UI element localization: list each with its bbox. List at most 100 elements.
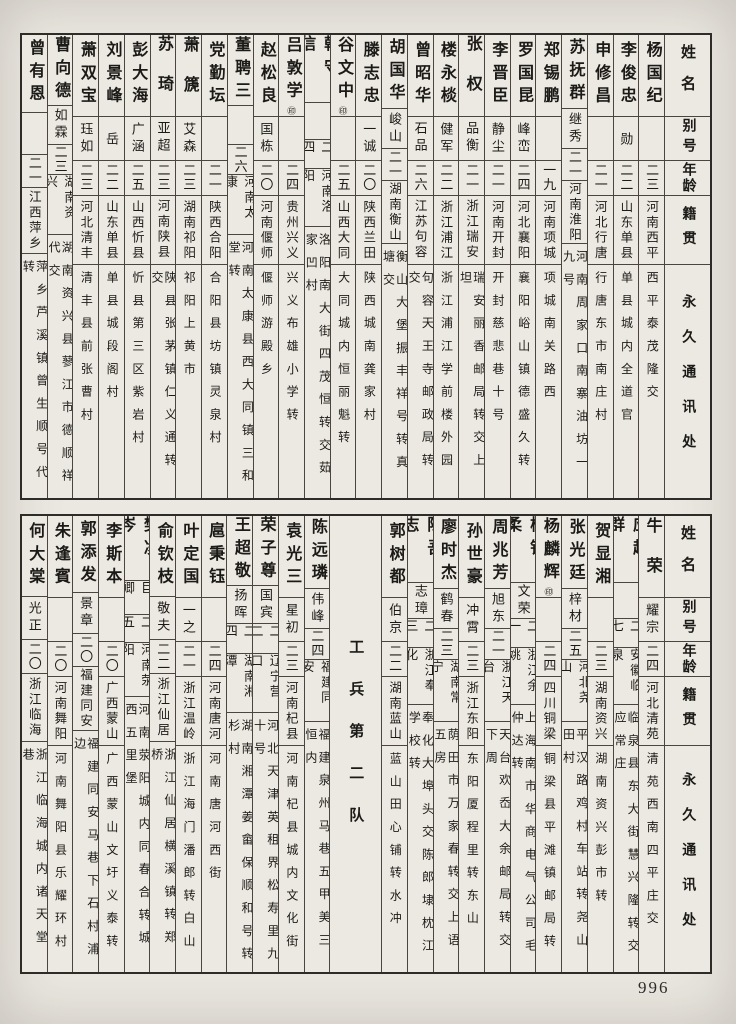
name-text: 叶定国 <box>180 522 198 591</box>
name-text: 陈远璘 <box>308 518 326 587</box>
alias-cell-text: 鹤春 <box>438 591 454 626</box>
origin-cell-text: 河北尧山 <box>562 660 587 706</box>
age-cell-text: 二一 <box>566 150 582 180</box>
origin-cell-text: 河南太康 <box>227 175 253 221</box>
name-text: 党勤坛 <box>206 41 224 110</box>
alias-cell-text: 耀宗 <box>644 602 660 637</box>
alias-cell <box>536 598 562 642</box>
age-cell-text: 二三 <box>438 629 454 659</box>
alias-cell <box>639 117 664 161</box>
origin-cell-text: 福建同安 <box>304 660 330 706</box>
name-cell: 吕敦学㊞ <box>279 35 304 117</box>
alias-cell: 敬夫 <box>150 597 176 640</box>
alias-cell-text: 一之 <box>180 602 196 637</box>
name-cell: 谷文中㊞ <box>330 35 356 117</box>
origin-cell-text: 江苏句容 <box>412 199 427 261</box>
header-label-name: 姓名 <box>665 516 710 598</box>
page-number: 996 <box>638 978 670 997</box>
entry-column: 曹向德 如霖 二三 湖南资兴 湖南资兴县蓼江市德顺祥代交 <box>46 35 73 498</box>
origin-cell: 浙江天台 <box>485 660 510 722</box>
entry-column: 孙世豪 冲霄 二三 浙江东阳 东阳厦程里转东山 <box>458 516 485 972</box>
origin-cell-text: 浙江浦江 <box>438 199 453 261</box>
name-cell: 荣子尊 <box>253 516 278 587</box>
alias-cell-text: 巨卿 <box>124 580 150 598</box>
address-cell: 项城南关路西 <box>536 265 561 498</box>
age-cell: 二二 <box>99 161 124 196</box>
name-cell: 郭树都 <box>382 516 407 598</box>
name-text: 罗国昆 <box>515 41 533 110</box>
origin-cell-text: 河南舞阳 <box>52 680 67 742</box>
origin-cell: 河南陕县 <box>150 196 176 265</box>
name-text: 苏琦 <box>154 35 172 116</box>
name-text: 樊凌岑 <box>124 516 150 561</box>
address-cell-text: 东阳厦程里转东山 <box>465 752 480 935</box>
name-cell: 周兆芳 <box>485 516 510 590</box>
seal-mark: ㊞ <box>543 587 554 597</box>
header-label-origin-text: 籍贯 <box>680 686 696 736</box>
address-cell: 单县城段阁村 <box>99 265 124 498</box>
alias-cell <box>536 117 562 161</box>
name-text: 郑锡鹏 <box>540 41 558 110</box>
age-cell-text: 二一 <box>489 629 505 659</box>
origin-cell-text: 河南杞县 <box>283 680 298 742</box>
origin-cell: 湖南祁阳 <box>176 196 202 265</box>
age-cell-text: 二二 <box>253 623 278 639</box>
address-cell-text: 铜梁县平滩镇邮局转 <box>542 752 557 958</box>
header-label-name-text: 姓名 <box>679 525 695 588</box>
name-cell: 苏抚群 <box>562 35 587 110</box>
alias-cell: 艾森 <box>176 117 202 161</box>
origin-cell-text: 河南荥阳 <box>124 643 150 689</box>
name-cell: 李斯本 <box>98 516 124 598</box>
alias-cell <box>304 103 330 141</box>
name-text: 牛荣 <box>643 516 661 597</box>
name-cell: 苏琦 <box>150 35 176 117</box>
origin-cell-text: 山东单县 <box>618 199 633 261</box>
name-cell: 俞钦枝 <box>150 516 176 597</box>
name-text: 韩守信 <box>304 35 330 80</box>
origin-cell-text: 河北清苑 <box>644 680 659 742</box>
origin-cell: 辽宁营口 <box>253 654 278 713</box>
alias-cell: 品衡 <box>459 117 484 161</box>
name-cell: 陈远璘 <box>304 516 330 590</box>
name-cell: 郭添发 <box>73 516 98 593</box>
address-cell: 瑞安丽香邮局转交上坦 <box>459 265 484 499</box>
address-cell: 临泉县东大街慧兴隆转交应常庄 <box>614 705 639 972</box>
age-cell-text: 二四 <box>541 644 557 674</box>
address-cell-text: 福建泉州马巷五甲美三恒内 <box>304 727 330 956</box>
address-cell: 天台欢岙大余邮局转交下周 <box>485 722 510 972</box>
age-cell: 二四 <box>227 623 253 654</box>
age-cell: 二〇 <box>73 634 98 667</box>
unit-label: 工兵第二队 <box>330 516 381 972</box>
origin-cell-text: 湖南资兴 <box>47 175 73 221</box>
address-cell-text: 祁阳上黄市 <box>182 271 197 385</box>
entry-column: 张权 品衡 二一 浙江瑞安 瑞安丽香邮局转交上坦 <box>458 35 484 498</box>
origin-cell-text: 河南西平 <box>644 199 659 261</box>
address-cell-text: 荫田市万家春转交上语五房 <box>433 727 459 956</box>
age-cell-text: 二〇 <box>78 635 94 665</box>
age-cell: 二二 <box>433 161 459 196</box>
name-text: 赵松良 <box>257 41 275 110</box>
origin-cell-text: 浙江瑞安 <box>464 199 479 261</box>
entry-column: 李晋臣 静尘 二一 河南开封 开封慈悲巷十号 <box>483 35 510 498</box>
alias-cell: 静尘 <box>484 117 510 161</box>
address-cell-text: 大同城内恒丽魁转 <box>336 271 351 454</box>
entry-column: 李斯本 二〇 广西蒙山 广西蒙山文圩义泰转 <box>97 516 124 972</box>
origin-cell-text: 浙江天台 <box>485 660 510 706</box>
name-text: 杨铁柔 <box>510 516 536 561</box>
origin-cell: 贵州兴义 <box>279 196 304 265</box>
origin-cell: 河南唐河 <box>201 677 227 746</box>
age-cell-text: 二一 <box>26 156 42 186</box>
alias-cell <box>98 598 124 642</box>
entry-column: 袁光三 星初 二三 河南杞县 河南杞县城内文化街 <box>277 516 304 972</box>
age-cell-text: 二四 <box>644 644 660 674</box>
entry-column: 滕志忠 一诚 二〇 陕西兰田 陕西城南龚家村 <box>355 35 382 498</box>
age-cell: 二二 <box>613 161 639 196</box>
age-cell: 二一 <box>562 149 587 182</box>
alias-cell: 冲霄 <box>459 598 485 642</box>
age-cell-text: 二三 <box>155 163 171 193</box>
age-cell-text: 二一 <box>489 163 505 193</box>
origin-cell: 河南偃师 <box>253 196 279 265</box>
origin-cell: 陕西合阳 <box>202 196 227 265</box>
age-cell-text: 二四 <box>227 623 253 639</box>
name-cell: 胡国华 <box>382 35 407 110</box>
